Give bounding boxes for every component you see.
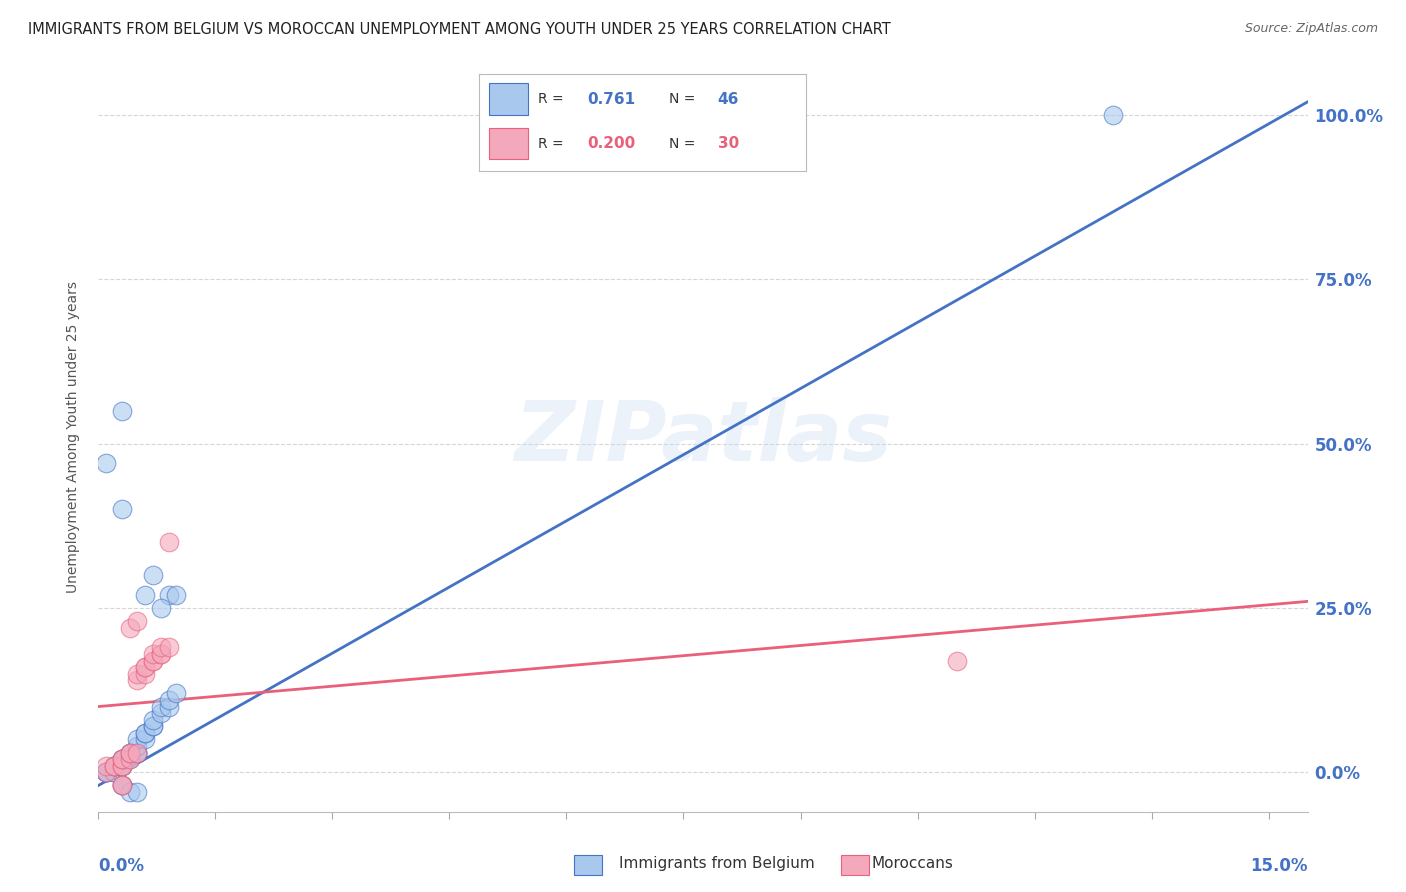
Point bbox=[111, 779, 134, 793]
Point bbox=[96, 765, 118, 780]
Text: Moroccans: Moroccans bbox=[872, 856, 953, 871]
Point bbox=[96, 456, 118, 470]
Point bbox=[127, 732, 149, 747]
Point bbox=[149, 706, 172, 720]
Point bbox=[1101, 108, 1123, 122]
Point bbox=[134, 726, 156, 740]
Point bbox=[127, 739, 149, 753]
Point bbox=[118, 785, 141, 799]
Point bbox=[134, 660, 156, 674]
Point bbox=[142, 719, 165, 733]
Point bbox=[96, 765, 118, 780]
Point bbox=[118, 752, 141, 766]
Point bbox=[103, 758, 125, 772]
Point bbox=[127, 666, 149, 681]
Point bbox=[111, 752, 134, 766]
Point bbox=[111, 779, 134, 793]
Text: 0.0%: 0.0% bbox=[98, 856, 145, 875]
Text: Source: ZipAtlas.com: Source: ZipAtlas.com bbox=[1244, 22, 1378, 36]
Point bbox=[149, 647, 172, 661]
Point bbox=[111, 758, 134, 772]
Point bbox=[134, 726, 156, 740]
Point bbox=[157, 588, 180, 602]
Point bbox=[142, 654, 165, 668]
Point bbox=[96, 765, 118, 780]
Point bbox=[96, 758, 118, 772]
Point bbox=[157, 693, 180, 707]
Point bbox=[103, 758, 125, 772]
Point bbox=[118, 746, 141, 760]
Point bbox=[111, 752, 134, 766]
Point bbox=[111, 752, 134, 766]
Point bbox=[165, 686, 187, 700]
Point bbox=[134, 660, 156, 674]
Point bbox=[134, 588, 156, 602]
Point bbox=[103, 765, 125, 780]
Point bbox=[111, 779, 134, 793]
Text: ZIPatlas: ZIPatlas bbox=[515, 397, 891, 477]
Point bbox=[149, 647, 172, 661]
Point bbox=[127, 614, 149, 628]
Point bbox=[111, 502, 134, 516]
Point bbox=[127, 746, 149, 760]
Point bbox=[103, 758, 125, 772]
Point bbox=[134, 666, 156, 681]
Point bbox=[96, 765, 118, 780]
Point bbox=[103, 765, 125, 780]
Point bbox=[157, 640, 180, 655]
Point bbox=[127, 785, 149, 799]
Point bbox=[142, 713, 165, 727]
Point bbox=[157, 535, 180, 549]
Point bbox=[149, 699, 172, 714]
Point bbox=[142, 647, 165, 661]
Point bbox=[134, 732, 156, 747]
Point bbox=[142, 719, 165, 733]
Point bbox=[111, 752, 134, 766]
Point bbox=[142, 568, 165, 582]
Text: Immigrants from Belgium: Immigrants from Belgium bbox=[619, 856, 814, 871]
Point bbox=[118, 752, 141, 766]
Point bbox=[111, 758, 134, 772]
Point bbox=[111, 752, 134, 766]
Point bbox=[111, 779, 134, 793]
Point bbox=[96, 765, 118, 780]
Point bbox=[111, 758, 134, 772]
Point bbox=[165, 588, 187, 602]
Point bbox=[118, 621, 141, 635]
Point bbox=[118, 746, 141, 760]
Point bbox=[118, 746, 141, 760]
Point bbox=[149, 601, 172, 615]
Point bbox=[945, 654, 967, 668]
Point bbox=[149, 640, 172, 655]
Point bbox=[142, 654, 165, 668]
Point bbox=[127, 746, 149, 760]
Point bbox=[111, 758, 134, 772]
Text: 15.0%: 15.0% bbox=[1250, 856, 1308, 875]
Point bbox=[127, 673, 149, 688]
Y-axis label: Unemployment Among Youth under 25 years: Unemployment Among Youth under 25 years bbox=[66, 281, 80, 593]
Point bbox=[157, 699, 180, 714]
Point bbox=[111, 404, 134, 418]
Point bbox=[127, 746, 149, 760]
Text: IMMIGRANTS FROM BELGIUM VS MOROCCAN UNEMPLOYMENT AMONG YOUTH UNDER 25 YEARS CORR: IMMIGRANTS FROM BELGIUM VS MOROCCAN UNEM… bbox=[28, 22, 891, 37]
Point bbox=[103, 758, 125, 772]
Point bbox=[118, 746, 141, 760]
Point bbox=[111, 758, 134, 772]
Point bbox=[127, 746, 149, 760]
